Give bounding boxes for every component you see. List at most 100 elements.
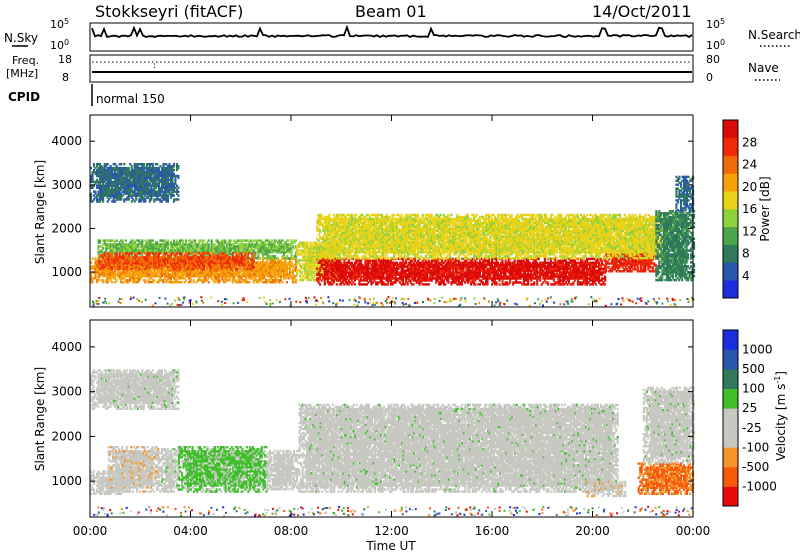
- data-cell: [266, 249, 269, 252]
- data-cell: [156, 249, 159, 252]
- data-cell: [177, 281, 180, 284]
- data-cell: [191, 273, 194, 276]
- data-cell: [270, 269, 273, 272]
- data-cell: [194, 267, 197, 270]
- data-cell: [115, 263, 118, 266]
- data-cell: [126, 247, 129, 250]
- data-cell: [141, 252, 144, 255]
- data-cell: [255, 243, 258, 246]
- data-cell: [100, 254, 103, 257]
- data-cell: [206, 241, 209, 244]
- data-cell: [109, 249, 112, 252]
- data-cell: [231, 271, 234, 274]
- data-cell: [231, 267, 234, 270]
- data-cell: [191, 247, 194, 250]
- data-cell: [172, 263, 175, 266]
- data-cell: [222, 249, 225, 252]
- data-cell: [300, 271, 303, 274]
- data-cell: [283, 253, 286, 256]
- data-cell: [136, 263, 139, 266]
- data-cell: [203, 273, 206, 276]
- data-cell: [266, 267, 269, 270]
- data-cell: [194, 251, 197, 254]
- data-cell: [203, 269, 206, 272]
- data-cell: [228, 259, 231, 262]
- data-cell: [248, 275, 251, 278]
- data-cell: [251, 245, 254, 248]
- data-cell: [117, 245, 120, 248]
- data-cell: [106, 261, 109, 264]
- data-cell: [105, 267, 108, 270]
- data-cell: [99, 265, 102, 268]
- data-cell: [96, 281, 99, 284]
- data-cell: [102, 251, 105, 254]
- data-cell: [198, 245, 201, 248]
- data-cell: [103, 252, 106, 255]
- data-cell: [246, 251, 249, 254]
- data-cell: [281, 281, 284, 284]
- data-cell: [261, 245, 264, 248]
- data-cell: [279, 247, 282, 250]
- data-cell: [272, 269, 275, 272]
- data-cell: [117, 271, 120, 274]
- data-cell: [228, 247, 231, 250]
- data-cell: [286, 263, 289, 266]
- data-cell: [272, 259, 275, 262]
- data-cell: [213, 247, 216, 250]
- data-cell: [267, 275, 270, 278]
- data-cell: [168, 267, 171, 270]
- data-cell: [201, 269, 204, 272]
- data-cell: [114, 281, 117, 284]
- data-cell: [178, 269, 181, 272]
- data-cell: [177, 194, 180, 197]
- data-cell: [258, 249, 261, 252]
- data-cell: [246, 271, 249, 274]
- data-cell: [97, 271, 100, 274]
- data-cell: [133, 269, 136, 272]
- data-cell: [273, 261, 276, 264]
- data-cell: [263, 273, 266, 276]
- data-cell: [108, 251, 111, 254]
- data-cell: [295, 259, 298, 262]
- data-cell: [290, 261, 293, 264]
- data-cell: [245, 277, 248, 280]
- data-cell: [153, 243, 156, 246]
- data-cell: [281, 265, 284, 268]
- data-cell: [169, 277, 172, 280]
- data-cell: [210, 263, 213, 266]
- data-cell: [105, 264, 108, 267]
- data-cell: [105, 256, 108, 259]
- data-cell: [221, 243, 224, 246]
- data-cell: [283, 251, 286, 254]
- data-cell: [270, 277, 273, 280]
- data-cell: [106, 260, 109, 263]
- data-cell: [239, 251, 242, 254]
- data-cell: [154, 275, 157, 278]
- data-cell: [165, 279, 168, 282]
- data-cell: [100, 260, 103, 263]
- data-cell: [127, 279, 130, 282]
- data-cell: [121, 252, 124, 255]
- data-cell: [273, 263, 276, 266]
- data-cell: [293, 255, 296, 258]
- data-cell: [194, 243, 197, 246]
- data-cell: [264, 245, 267, 248]
- data-cell: [230, 263, 233, 266]
- data-cell: [99, 239, 102, 242]
- data-cell: [169, 243, 172, 246]
- data-cell: [213, 281, 216, 284]
- data-cell: [115, 258, 118, 261]
- data-cell: [269, 267, 272, 270]
- data-cell: [279, 243, 282, 246]
- data-cell: [129, 275, 132, 278]
- data-cell: [246, 245, 249, 248]
- data-cell: [237, 247, 240, 250]
- data-cell: [204, 269, 207, 272]
- data-cell: [156, 263, 159, 266]
- data-cell: [109, 239, 112, 242]
- data-cell: [136, 239, 139, 242]
- data-cell: [90, 277, 93, 280]
- data-cell: [278, 245, 281, 248]
- nsearch-tick-top: 105: [706, 17, 725, 31]
- data-cell: [136, 267, 139, 270]
